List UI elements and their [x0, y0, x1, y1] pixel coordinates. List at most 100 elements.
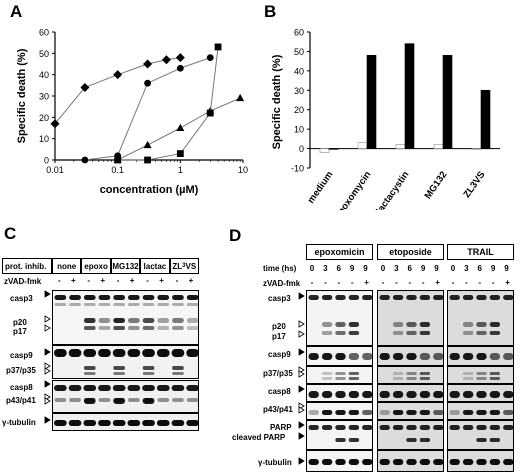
- d-band-p37: [335, 372, 346, 375]
- d-band-tubulin: [489, 459, 501, 465]
- panel-c-blot-tubulin: [52, 413, 199, 431]
- a-point-diamond: [175, 53, 185, 63]
- marker-arrow: [44, 324, 51, 332]
- panel-c-group-4: ZL 3 VS: [169, 258, 199, 274]
- c-band-p20: [172, 318, 184, 323]
- c-band-casp3: [69, 295, 81, 300]
- d-band-casp8: [406, 391, 417, 398]
- panel-d-zvad-sign: -: [350, 278, 354, 287]
- d-band-casp9: [406, 353, 417, 360]
- panel-c-blot-casp8: [52, 380, 199, 413]
- c-band-casp9: [98, 349, 111, 357]
- c-band-p17: [98, 326, 111, 330]
- c-band: [172, 398, 184, 402]
- d-band-tubulin: [379, 459, 390, 465]
- d-band-casp8: [419, 391, 431, 398]
- d-band-cleaved-parp: [476, 438, 487, 442]
- d-band-p35: [476, 377, 487, 380]
- marker-arrow: [44, 367, 51, 375]
- c-band-casp8: [83, 385, 97, 391]
- d-band-parp: [348, 425, 360, 430]
- panel-d-row-casp3: casp3: [268, 294, 291, 303]
- a-point-diamond: [80, 82, 90, 92]
- d-band-casp9: [348, 353, 360, 360]
- d-band-casp8: [489, 391, 501, 398]
- c-band: [69, 303, 81, 306]
- a-x-tick-label: 0.1: [111, 165, 124, 175]
- d-band-p35: [406, 377, 417, 380]
- panel-d-arrows: [298, 292, 305, 465]
- b-bar-lactacystin: [395, 144, 406, 149]
- panel-d-label: D: [229, 226, 242, 245]
- marker-arrow: [298, 292, 305, 300]
- c-band: [54, 303, 67, 306]
- c-band-casp9: [68, 349, 82, 357]
- d-band-parp: [476, 425, 487, 430]
- c-band-casp8: [112, 385, 126, 391]
- panel-c-row-tubulin: γ-tubulin: [2, 418, 36, 427]
- panel-d-zvad-sign: -: [381, 278, 385, 287]
- d-band-p35: [335, 377, 346, 380]
- d-band-p35: [321, 377, 333, 380]
- d-band-casp8: [335, 391, 346, 398]
- panel-d-time-value: 9: [434, 264, 439, 273]
- panel-d-time-value: 9: [490, 264, 496, 273]
- d-band-p43: [308, 410, 319, 415]
- d-band-cleaved-parp: [419, 438, 431, 442]
- c-band: [128, 303, 140, 306]
- d-band-cleaved-parp: [335, 438, 346, 442]
- d-band-casp8: [433, 391, 443, 398]
- d-band-casp8: [476, 391, 487, 398]
- c-band-casp3: [54, 295, 67, 300]
- c-band-p17: [128, 326, 140, 330]
- c-band-p20: [98, 318, 111, 323]
- panel-d-zvad-sign: +: [364, 278, 369, 287]
- c-band-tubulin: [171, 420, 185, 426]
- d-band-casp3: [503, 295, 513, 300]
- c-band-p37: [83, 366, 96, 370]
- c-band-casp8: [156, 385, 170, 391]
- d-band-casp8: [362, 391, 372, 398]
- panel-d-blot-2-5: [447, 420, 514, 450]
- panel-d-blot-0-1: [306, 346, 373, 366]
- c-band-casp3: [142, 295, 155, 300]
- d-band-p43: [489, 410, 501, 415]
- c-band-p20: [157, 318, 170, 323]
- d-band-p20: [489, 322, 501, 327]
- b-x-tick-label: lactacystin: [374, 169, 411, 210]
- c-band-p17: [157, 326, 170, 330]
- a-y-axis-label: Specific death (%): [16, 48, 28, 143]
- panel-c-group-2: MG132: [110, 258, 141, 274]
- marker-arrow: [44, 380, 51, 388]
- c-band: [186, 303, 198, 306]
- panel-d-blot-1-1: [377, 346, 444, 366]
- c-band-tubulin: [156, 420, 170, 426]
- c-band-casp9: [171, 349, 185, 357]
- panel-c-row-p20: p20: [13, 318, 27, 327]
- c-band: [54, 398, 67, 402]
- d-band-casp9: [503, 353, 513, 360]
- c-band-casp8: [142, 385, 155, 391]
- marker-arrow: [298, 385, 305, 393]
- d-band-parp: [392, 425, 404, 430]
- c-band: [69, 398, 81, 402]
- c-band-p37: [142, 366, 155, 370]
- d-band-p37: [419, 372, 431, 375]
- panel-d-blot-2-2: [447, 366, 514, 384]
- d-band-casp8: [308, 391, 319, 398]
- b-bar-medium: [328, 148, 339, 150]
- d-band-parp: [419, 425, 431, 430]
- d-band-p20: [392, 322, 404, 327]
- panel-d-time-value: 9: [504, 264, 509, 273]
- panel-d-zvad-sign: -: [491, 278, 495, 287]
- d-band-cleaved-parp: [348, 438, 360, 442]
- d-band-tubulin: [433, 459, 443, 465]
- b-bar-MG132: [433, 144, 444, 149]
- marker-arrow: [44, 416, 51, 424]
- c-band-tubulin: [127, 420, 141, 426]
- d-band-p20: [335, 322, 346, 327]
- panel-c-group-3: lactac: [140, 258, 170, 274]
- d-band-p35: [348, 377, 360, 380]
- d-band-p37: [489, 372, 501, 375]
- d-band-casp3: [392, 295, 404, 300]
